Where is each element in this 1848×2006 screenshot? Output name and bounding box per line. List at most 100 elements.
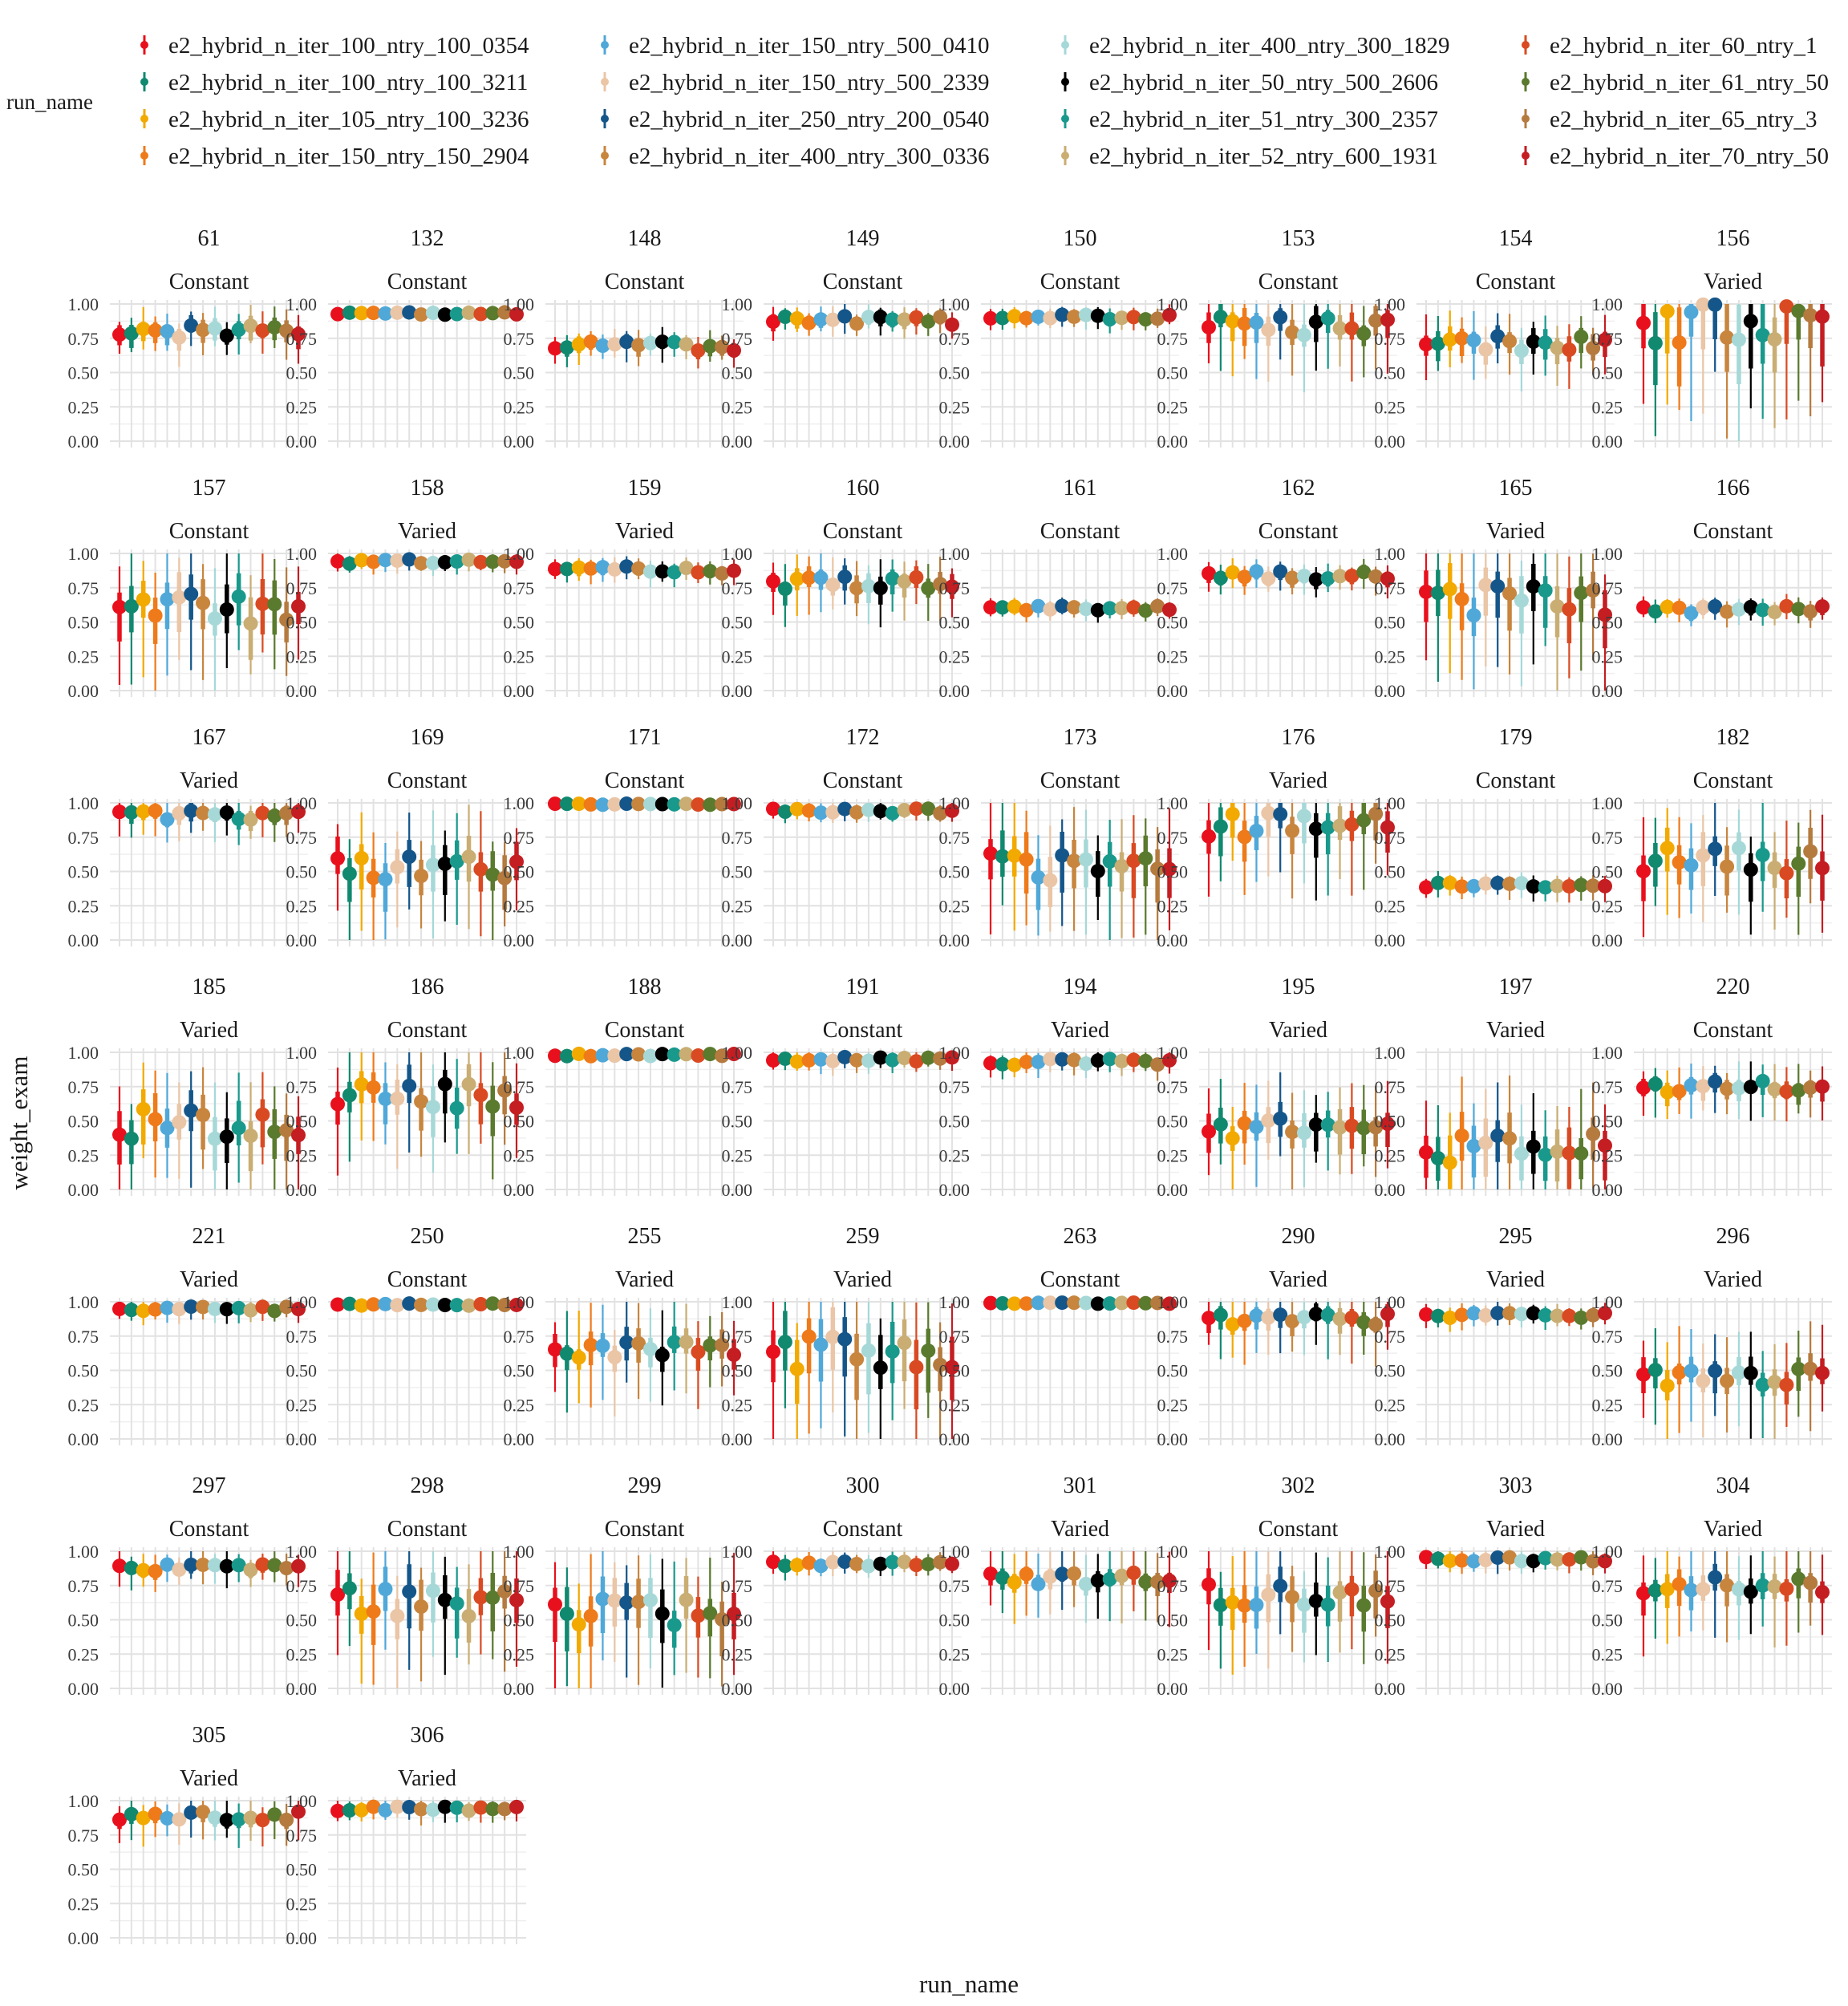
point-range (1114, 1053, 1129, 1076)
median-point (1249, 823, 1264, 838)
facet-strip-condition: Constant (1040, 269, 1121, 294)
point-range (1320, 803, 1335, 896)
point-range (449, 553, 464, 575)
median-point (885, 1554, 900, 1570)
median-point (342, 866, 357, 881)
point-range (267, 306, 282, 348)
median-point (148, 1806, 163, 1822)
median-point (342, 1296, 357, 1311)
point-range (231, 553, 246, 650)
median-point (1138, 603, 1153, 618)
median-point (1478, 342, 1493, 357)
point-range (921, 1050, 936, 1067)
point-range (715, 1312, 730, 1387)
point-range (354, 553, 369, 569)
median-point (873, 1556, 888, 1571)
point-range (342, 1052, 357, 1162)
y-tick-label: 0.25 (939, 397, 971, 417)
median-point (378, 553, 393, 568)
point-range (801, 556, 817, 615)
median-point (1320, 820, 1335, 835)
median-point (1067, 309, 1082, 324)
facet-strip-condition: Varied (1704, 269, 1762, 294)
point-range (595, 1551, 610, 1661)
median-point (631, 796, 646, 812)
median-point (715, 1337, 730, 1352)
point-range (124, 553, 139, 685)
y-tick-label: 0.50 (286, 363, 318, 383)
median-point (1636, 600, 1651, 615)
point-range (861, 1302, 876, 1433)
median-point (1442, 1155, 1457, 1170)
y-axis-title: weight_exam (5, 1056, 33, 1189)
y-tick-label: 1.00 (722, 1542, 753, 1562)
point-range (559, 561, 574, 583)
median-point (1138, 1295, 1153, 1311)
point-range (703, 1047, 718, 1062)
y-tick-label: 0.25 (1592, 646, 1623, 667)
median-point (207, 321, 222, 336)
point-range (691, 1321, 706, 1409)
point-range (160, 803, 175, 843)
point-range (1647, 1068, 1663, 1118)
median-point (945, 803, 959, 818)
median-point (342, 556, 357, 571)
y-tick-label: 0.25 (722, 397, 753, 417)
y-tick-label: 0.25 (286, 397, 318, 417)
point-range (1344, 1302, 1360, 1364)
y-tick-label: 0.75 (286, 828, 318, 848)
median-point (366, 870, 381, 885)
y-tick-label: 0.50 (286, 1112, 318, 1132)
point-range (1660, 1551, 1675, 1644)
point-range (1126, 1295, 1141, 1311)
point-range (1320, 563, 1335, 593)
median-point (1102, 1296, 1117, 1311)
median-point (933, 1051, 948, 1066)
y-tick-label: 0.50 (1375, 1361, 1406, 1381)
point-range (777, 308, 792, 330)
point-range (619, 556, 634, 580)
median-point (1419, 1145, 1433, 1160)
point-range (267, 1801, 282, 1839)
median-point (789, 571, 804, 586)
median-point (112, 1127, 127, 1142)
median-point (1380, 571, 1395, 586)
median-point (691, 343, 706, 359)
point-range (825, 803, 841, 823)
point-range (789, 1557, 804, 1576)
median-point (136, 1562, 151, 1578)
median-point (1249, 1120, 1264, 1135)
point-range (1308, 1552, 1323, 1655)
point-range (196, 313, 211, 355)
point-range (1368, 1554, 1384, 1637)
point-range (1380, 565, 1395, 599)
point-range (279, 567, 294, 676)
median-point (1550, 1144, 1565, 1159)
point-range (1720, 601, 1735, 628)
y-tick-label: 0.25 (68, 1894, 99, 1914)
median-point (267, 1125, 282, 1140)
point-range (1598, 574, 1612, 691)
median-point (1308, 1117, 1323, 1133)
median-point (861, 1558, 876, 1574)
median-point (124, 598, 139, 614)
median-point (1791, 1361, 1806, 1376)
median-point (1636, 315, 1651, 330)
median-point (548, 1342, 562, 1357)
median-point (473, 1800, 488, 1815)
point-range (1285, 304, 1300, 376)
point-range (497, 305, 513, 320)
point-range (1636, 304, 1651, 404)
median-point (390, 1608, 405, 1623)
median-point (1586, 583, 1601, 598)
median-point (136, 322, 151, 337)
facet-strip-id: 296 (1716, 1224, 1750, 1249)
median-point (1055, 1566, 1070, 1582)
point-range (207, 1801, 222, 1841)
point-range (1285, 1566, 1300, 1652)
median-point (1285, 823, 1300, 838)
y-tick-label: 0.75 (1592, 578, 1623, 598)
median-point (437, 856, 452, 871)
